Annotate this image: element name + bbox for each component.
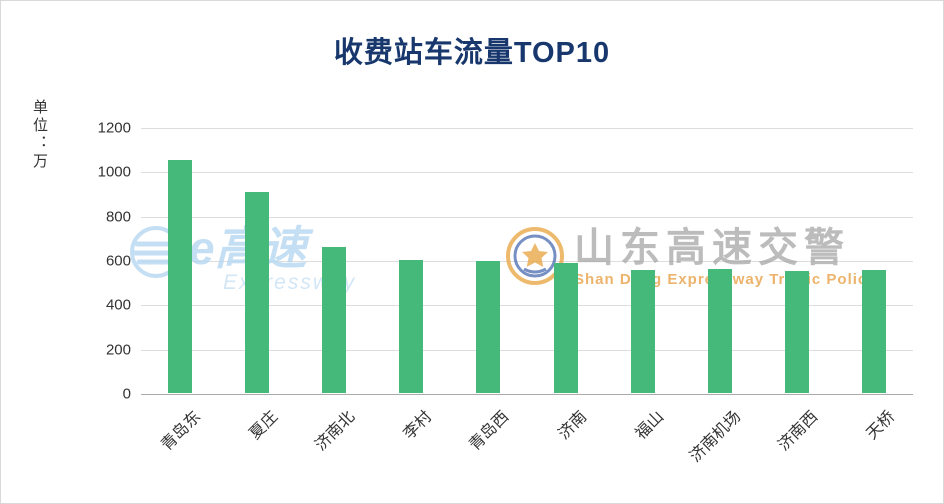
x-axis-baseline	[141, 394, 913, 395]
x-axis-label: 济南北	[312, 408, 359, 455]
x-axis-label: 济南西	[775, 408, 822, 455]
y-tick-label: 1200	[97, 119, 131, 137]
bar-济南北	[322, 246, 346, 393]
police-badge-icon	[506, 227, 564, 290]
x-axis-label: 青岛东	[157, 408, 204, 455]
y-tick-label: 0	[122, 385, 131, 403]
x-axis-label: 夏庄	[246, 408, 282, 443]
bar-chart-plot-area	[141, 128, 913, 395]
y-tick-label: 800	[105, 208, 131, 226]
x-axis-labels: 青岛东 夏庄 济南北 李村 青岛西 济南 福山 济南机场 济南西 天桥	[141, 402, 913, 492]
gridline	[141, 216, 913, 218]
gridline	[141, 128, 913, 129]
x-axis-label: 天桥	[863, 408, 899, 443]
x-axis-label: 福山	[632, 408, 668, 443]
y-tick-label: 600	[105, 252, 131, 270]
y-tick-label: 200	[105, 341, 131, 359]
gridline	[141, 261, 913, 262]
traffic-police-watermark-title: 山东高速交警	[574, 226, 850, 270]
bar-天桥	[862, 269, 887, 393]
bar-济南机场	[708, 268, 732, 393]
x-axis-label: 青岛西	[466, 408, 513, 455]
y-axis-unit-label: 单位：万	[31, 99, 48, 171]
gridline	[141, 349, 913, 351]
bar-青岛西	[476, 261, 501, 393]
x-axis-label: 济南	[555, 408, 590, 443]
bar-福山	[630, 269, 655, 393]
y-tick-label: 400	[105, 296, 131, 314]
bar-济南西	[785, 271, 810, 393]
x-axis-label: 李村	[400, 408, 436, 443]
y-axis-tick-labels: 0 200 400 600 800 1000 1200	[59, 120, 131, 403]
y-tick-label: 1000	[97, 163, 131, 181]
bar-济南	[553, 263, 578, 393]
bar-李村	[399, 260, 424, 393]
gridline	[141, 305, 913, 307]
bar-青岛东	[167, 160, 192, 393]
gridline	[141, 172, 913, 174]
chart-title: 收费站车流量TOP10	[333, 37, 611, 69]
bar-夏庄	[244, 192, 269, 393]
x-axis-label: 济南机场	[686, 408, 745, 466]
